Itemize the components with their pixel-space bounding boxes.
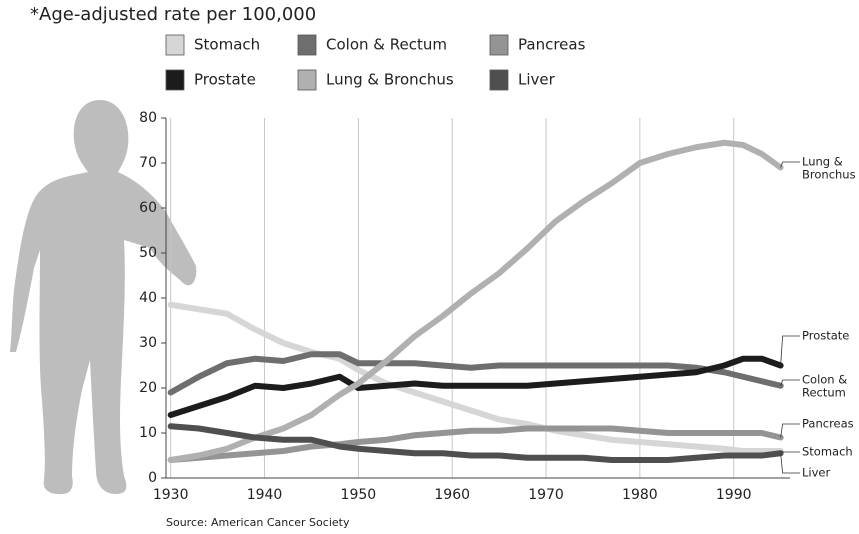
end-label: Stomach xyxy=(802,445,853,459)
legend-swatch xyxy=(489,34,509,56)
legend-label: Prostate xyxy=(194,71,256,89)
legend-swatch xyxy=(165,34,185,56)
leader-line xyxy=(780,450,800,453)
series-line xyxy=(167,301,784,454)
end-label: Liver xyxy=(802,466,830,480)
end-label: Colon & xyxy=(802,373,847,387)
series-line xyxy=(167,425,784,463)
y-tick-label: 40 xyxy=(139,290,157,306)
leader-line xyxy=(780,453,800,474)
x-tick-label: 1970 xyxy=(528,487,564,503)
end-label: Pancreas xyxy=(802,417,854,431)
legend-label: Pancreas xyxy=(518,36,586,54)
legend-swatch xyxy=(165,69,185,91)
x-tick-label: 1930 xyxy=(153,487,189,503)
legend-label: Stomach xyxy=(194,36,260,54)
x-tick-label: 1940 xyxy=(247,487,283,503)
y-tick-label: 60 xyxy=(139,200,157,216)
y-tick-label: 70 xyxy=(139,155,157,171)
y-tick-label: 50 xyxy=(139,245,157,261)
source: Source: American Cancer Society xyxy=(166,516,350,529)
series-line xyxy=(167,139,784,463)
legend-label: Lung & Bronchus xyxy=(326,71,454,89)
series-line xyxy=(167,355,784,418)
y-tick-label: 20 xyxy=(139,380,157,396)
legend-swatch xyxy=(297,34,317,56)
x-tick-label: 1980 xyxy=(622,487,658,503)
y-tick-label: 80 xyxy=(139,110,157,126)
leader-line xyxy=(780,423,800,438)
series-line xyxy=(167,423,784,463)
leader-line xyxy=(780,335,800,366)
y-tick-label: 10 xyxy=(139,425,157,441)
y-tick-label: 30 xyxy=(139,335,157,351)
legend-swatch xyxy=(297,69,317,91)
x-tick-label: 1990 xyxy=(716,487,752,503)
legend-label: Liver xyxy=(518,71,556,89)
legend-label: Colon & Rectum xyxy=(326,36,447,54)
human-silhouette xyxy=(10,100,197,495)
end-label: Prostate xyxy=(802,329,849,343)
end-label: Lung & xyxy=(802,155,843,169)
legend-swatch xyxy=(489,69,509,91)
end-label: Bronchus xyxy=(802,168,856,182)
x-tick-label: 1950 xyxy=(341,487,377,503)
x-tick-label: 1960 xyxy=(434,487,470,503)
end-label: Rectum xyxy=(802,386,846,400)
leader-line xyxy=(780,161,800,168)
y-tick-label: 0 xyxy=(148,470,157,486)
subtitle: *Age-adjusted rate per 100,000 xyxy=(30,4,316,25)
leader-line xyxy=(780,379,800,386)
